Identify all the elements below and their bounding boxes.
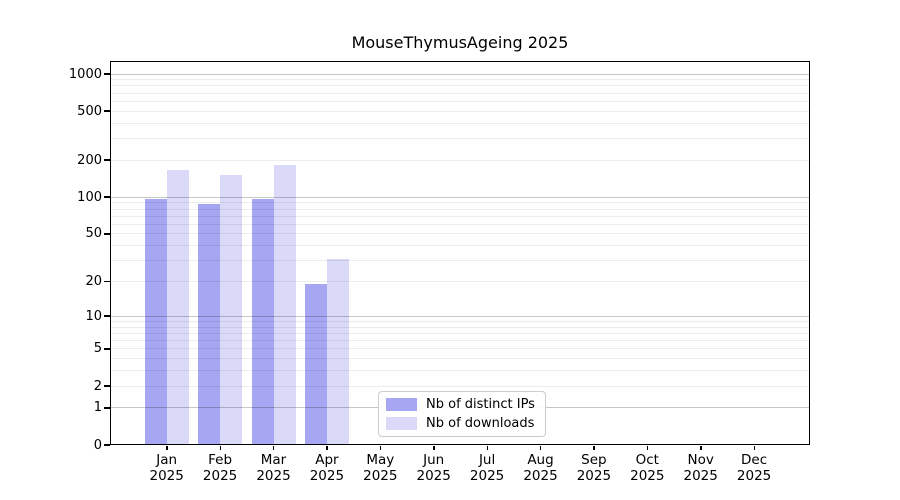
gridline-minor: [110, 138, 810, 140]
y-axis-tick-label: 100: [77, 189, 102, 205]
plot-area: [110, 61, 810, 445]
y-axis-tick-label: 200: [77, 152, 102, 168]
gridline-minor: [110, 122, 810, 124]
x-axis-month-label: Oct 2025: [620, 452, 674, 484]
x-tick-mark: [593, 446, 595, 450]
month-year: 2025: [202, 468, 238, 484]
chart-title: MouseThymusAgeing 2025: [351, 33, 569, 52]
month-year: 2025: [576, 468, 612, 484]
y-axis-tick-label: 500: [77, 103, 102, 119]
y-tick-mark: [104, 407, 110, 409]
month-year: 2025: [630, 468, 665, 484]
month-year: 2025: [256, 468, 291, 484]
month-name: Jul: [478, 452, 496, 468]
x-tick-mark: [433, 446, 435, 450]
bar-downloads-apr: [326, 258, 349, 445]
month-name: Oct: [635, 452, 659, 468]
month-name: Apr: [315, 452, 339, 468]
gridline-minor: [110, 79, 810, 81]
x-tick-mark: [753, 446, 755, 450]
month-name: Mar: [260, 452, 287, 468]
x-tick-mark: [219, 446, 221, 450]
x-tick-mark: [646, 446, 649, 450]
gridline-minor: [110, 110, 810, 112]
x-axis-month-label: Aug 2025: [514, 452, 568, 484]
bar-distinct-ips-feb: [198, 203, 221, 445]
x-tick-mark: [486, 446, 488, 450]
y-tick-mark: [104, 73, 110, 75]
month-name: Jan: [156, 452, 178, 468]
x-tick-mark: [539, 446, 542, 450]
month-name: Dec: [741, 452, 768, 468]
x-tick-mark: [166, 446, 168, 450]
y-axis-tick-label: 0: [93, 437, 102, 453]
gridline-minor: [110, 92, 810, 94]
legend-item-distinct-ips: Nb of distinct IPs: [386, 397, 535, 412]
gridline-minor: [110, 85, 810, 87]
bar-downloads-jan: [166, 169, 189, 445]
y-tick-mark: [104, 110, 110, 112]
y-axis-tick-label: 50: [85, 226, 102, 242]
month-year: 2025: [149, 468, 184, 484]
x-axis-month-label: Dec 2025: [727, 452, 781, 484]
month-year: 2025: [523, 468, 558, 484]
gridline-major: [110, 196, 810, 198]
y-tick-mark: [104, 280, 110, 283]
y-tick-mark: [104, 444, 110, 446]
month-name: Sep: [581, 452, 607, 468]
gridline-minor: [110, 159, 810, 161]
x-axis-month-label: Apr 2025: [300, 452, 354, 484]
month-year: 2025: [683, 468, 718, 484]
legend-swatch-downloads: [386, 417, 417, 430]
x-axis-month-label: Jul 2025: [460, 452, 514, 484]
month-year: 2025: [416, 468, 451, 484]
x-axis-month-label: Mar 2025: [247, 452, 301, 484]
x-axis-month-label: Sep 2025: [567, 452, 621, 484]
x-tick-mark: [700, 446, 702, 450]
legend-label-downloads: Nb of downloads: [426, 416, 535, 431]
month-name: Jun: [423, 452, 445, 468]
month-name: Nov: [687, 452, 714, 468]
y-axis-tick-label: 1000: [68, 66, 102, 82]
y-tick-mark: [104, 385, 110, 387]
y-axis-tick-label: 2: [93, 378, 102, 394]
legend-swatch-distinct-ips: [386, 398, 417, 411]
y-tick-mark: [104, 196, 110, 198]
y-axis-tick-label: 5: [93, 341, 102, 357]
y-axis-tick-label: 20: [85, 274, 102, 289]
x-tick-mark: [326, 446, 328, 450]
x-tick-mark: [272, 446, 275, 450]
bar-downloads-mar: [273, 164, 296, 445]
gridline-major: [110, 73, 810, 75]
y-axis-tick-label: 10: [85, 308, 102, 324]
x-axis-month-label: Feb 2025: [193, 452, 247, 484]
x-tick-mark: [379, 446, 382, 450]
y-tick-mark: [104, 315, 110, 317]
y-tick-mark: [104, 348, 110, 350]
x-axis-month-label: Nov 2025: [674, 452, 728, 484]
bar-distinct-ips-mar: [251, 199, 274, 445]
bar-downloads-feb: [220, 174, 243, 445]
month-year: 2025: [309, 468, 345, 484]
legend: Nb of distinct IPs Nb of downloads: [378, 391, 546, 437]
bar-distinct-ips-jan: [144, 198, 167, 445]
month-name: Aug: [527, 452, 554, 468]
month-name: May: [366, 452, 395, 468]
x-axis-month-label: Jun 2025: [407, 452, 461, 484]
month-name: Feb: [208, 452, 233, 468]
y-axis-tick-label: 1: [93, 400, 102, 416]
x-axis-month-label: May 2025: [353, 452, 407, 484]
bar-distinct-ips-apr: [304, 284, 327, 445]
month-year: 2025: [363, 468, 398, 484]
gridline-minor: [110, 100, 810, 102]
y-tick-mark: [104, 233, 110, 235]
x-axis-month-label: Jan 2025: [140, 452, 194, 484]
legend-item-downloads: Nb of downloads: [386, 416, 535, 431]
y-tick-mark: [104, 159, 110, 161]
legend-label-distinct-ips: Nb of distinct IPs: [426, 397, 535, 412]
month-year: 2025: [469, 468, 505, 484]
month-year: 2025: [736, 468, 772, 484]
